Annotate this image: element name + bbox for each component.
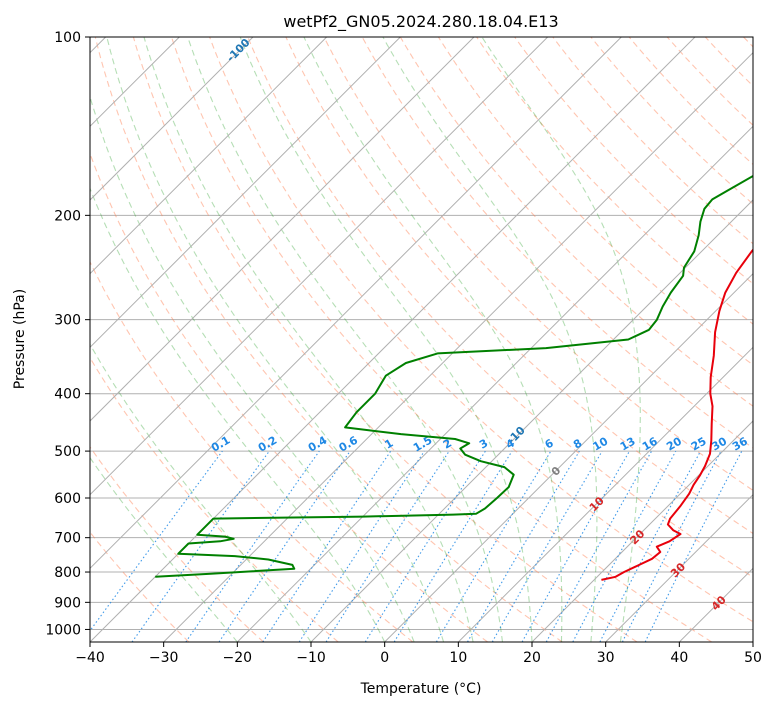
x-tick-label: 30	[597, 650, 615, 666]
x-tick-label: 40	[670, 650, 688, 666]
y-tick-label: 800	[54, 565, 81, 581]
x-tick-label: 0	[380, 650, 389, 666]
x-tick-label: 50	[744, 650, 762, 666]
x-tick-label: −20	[223, 650, 253, 666]
y-tick-label: 500	[54, 444, 81, 460]
x-axis-label: Temperature (°C)	[360, 681, 482, 697]
x-tick-label: 10	[449, 650, 467, 666]
y-tick-label: 900	[54, 595, 81, 611]
y-tick-label: 600	[54, 491, 81, 507]
x-tick-label: 20	[523, 650, 541, 666]
x-tick-label: −40	[75, 650, 105, 666]
y-tick-label: 200	[54, 208, 81, 224]
y-tick-label: 700	[54, 531, 81, 547]
y-tick-label: 100	[54, 30, 81, 46]
chart-title: wetPf2_GN05.2024.280.18.04.E13	[283, 12, 558, 32]
y-tick-label: 400	[54, 387, 81, 403]
x-tick-label: −30	[149, 650, 179, 666]
y-tick-label: 1000	[45, 622, 81, 638]
x-tick-label: −10	[296, 650, 326, 666]
y-axis-label: Pressure (hPa)	[12, 289, 28, 389]
y-tick-label: 300	[54, 313, 81, 329]
